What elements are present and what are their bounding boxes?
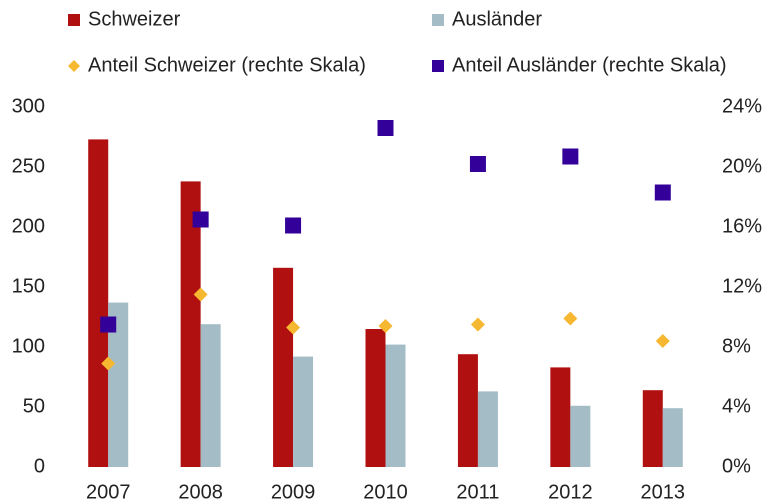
legend-swatch [68, 60, 80, 72]
x-tick-label: 2007 [86, 481, 131, 503]
bar [642, 390, 663, 467]
bar [570, 405, 591, 467]
y-tick-label: 100 [12, 335, 45, 357]
x-tick-label: 2013 [641, 481, 686, 503]
diamond-marker [470, 317, 485, 332]
y-tick-label: 150 [12, 275, 45, 297]
bar [662, 408, 683, 467]
y-tick-label: 250 [12, 155, 45, 177]
bar [457, 354, 478, 467]
y-tick-label: 300 [12, 95, 45, 117]
y-tick-label: 50 [23, 395, 45, 417]
bar [293, 356, 314, 467]
bar [550, 367, 571, 467]
bar [88, 139, 109, 467]
x-tick-label: 2009 [271, 481, 316, 503]
y2-tick-label: 4% [722, 395, 751, 417]
square-marker [285, 217, 302, 234]
bar [200, 324, 221, 467]
diamond-marker [286, 320, 301, 335]
x-tick-label: 2008 [178, 481, 223, 503]
legend-label: Anteil Schweizer (rechte Skala) [88, 54, 366, 76]
bar [108, 302, 129, 467]
y2-tick-label: 0% [722, 455, 751, 477]
y2-tick-label: 8% [722, 335, 751, 357]
y2-tick-label: 24% [722, 95, 762, 117]
y-tick-label: 200 [12, 215, 45, 237]
square-marker [654, 184, 671, 201]
legend-label: Schweizer [88, 8, 181, 30]
legend-swatch [68, 14, 80, 26]
diamond-marker [101, 356, 116, 371]
square-marker [562, 148, 579, 165]
bar [273, 267, 294, 467]
x-tick-label: 2012 [548, 481, 593, 503]
y2-tick-label: 20% [722, 155, 762, 177]
y2-tick-label: 12% [722, 275, 762, 297]
diamond-marker [378, 319, 393, 333]
diamond-marker [193, 287, 208, 302]
square-marker [377, 120, 394, 136]
diamond-marker [563, 311, 578, 326]
bar [477, 391, 498, 467]
bar [385, 344, 406, 467]
x-tick-label: 2010 [363, 481, 408, 503]
x-tick-label: 2011 [456, 481, 499, 503]
y2-tick-label: 16% [722, 215, 762, 237]
legend-label: Ausländer [452, 8, 542, 30]
bar [365, 329, 386, 467]
square-marker [192, 211, 209, 228]
square-marker [469, 156, 486, 172]
legend-swatch [432, 60, 444, 72]
legend-label: Anteil Ausländer (rechte Skala) [452, 54, 727, 76]
y-tick-label: 0 [34, 455, 45, 477]
bar [180, 181, 201, 467]
legend-swatch [432, 14, 444, 26]
square-marker [100, 316, 117, 333]
diamond-marker [655, 334, 670, 348]
